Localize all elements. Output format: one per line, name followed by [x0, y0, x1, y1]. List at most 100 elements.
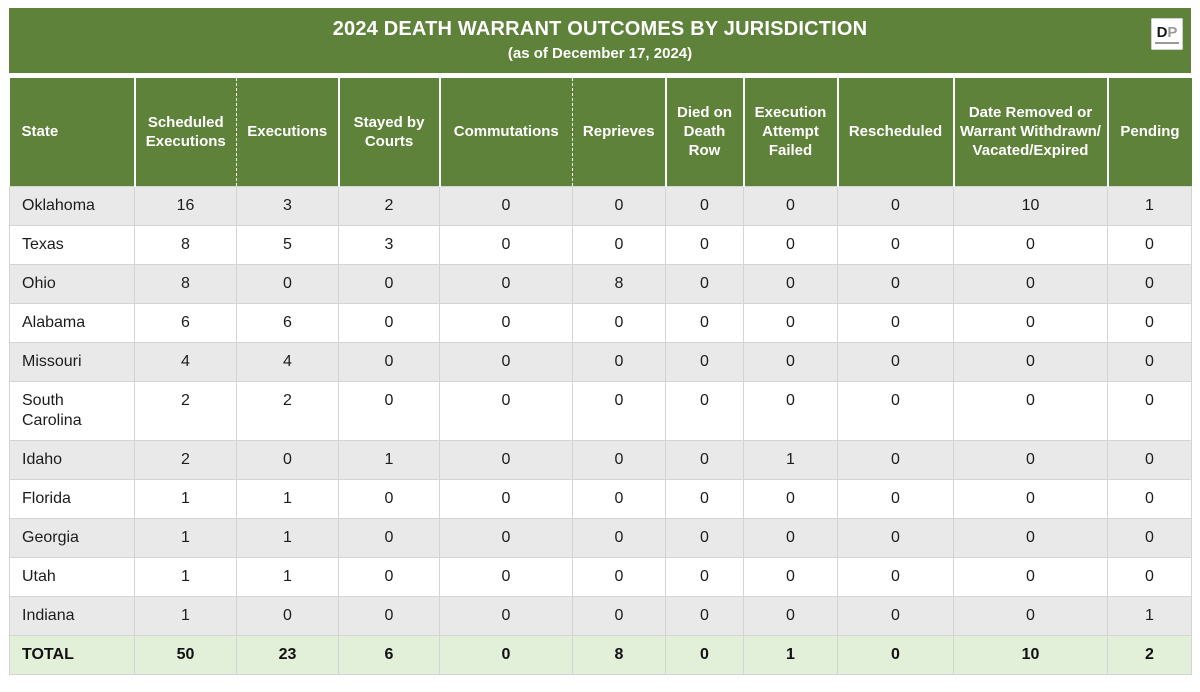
table-cell: 6 — [236, 302, 339, 343]
column-header-date-removed-or-warrant-withdrawn-vacated-expired: Date Removed or Warrant Withdrawn/ Vacat… — [953, 78, 1109, 187]
table-cell: 2 — [134, 380, 237, 441]
table-cell: 0 — [953, 380, 1108, 441]
table-cell: 0 — [439, 478, 573, 519]
table-cell: 0 — [572, 185, 666, 226]
table-cell: 1 — [1107, 595, 1192, 636]
table-cell: 0 — [665, 634, 744, 675]
table-cell: 1 — [338, 439, 440, 480]
row-label: Missouri — [9, 341, 135, 382]
table-cell: 0 — [837, 380, 954, 441]
column-header-pending: Pending — [1107, 78, 1192, 187]
row-label: Ohio — [9, 263, 135, 304]
table-cell: 10 — [953, 634, 1108, 675]
table-cell: 0 — [953, 302, 1108, 343]
table-cell: 1 — [236, 556, 339, 597]
page-subtitle: (as of December 17, 2024) — [507, 45, 693, 62]
logo-letter-d: D — [1156, 23, 1168, 41]
table-cell: 0 — [953, 439, 1108, 480]
table-cell: 50 — [134, 634, 237, 675]
table-cell: 0 — [665, 302, 744, 343]
table-cell: 0 — [572, 380, 666, 441]
table-cell: 0 — [1107, 380, 1192, 441]
table-cell: 0 — [665, 380, 744, 441]
table-cell: 0 — [572, 439, 666, 480]
column-header-rescheduled: Rescheduled — [837, 78, 955, 187]
table-row-idaho: Idaho 2 0 1 0 0 0 1 0 0 0 — [9, 439, 1192, 480]
table-cell: 0 — [743, 302, 838, 343]
table-cell: 0 — [953, 341, 1108, 382]
total-row-label: TOTAL — [9, 634, 135, 675]
row-label: Idaho — [9, 439, 135, 480]
table-cell: 0 — [743, 595, 838, 636]
table-cell: 3 — [236, 185, 339, 226]
table-cell: 2 — [236, 380, 339, 441]
table-cell: 0 — [1107, 439, 1192, 480]
table-cell: 1 — [134, 517, 237, 558]
row-label: Alabama — [9, 302, 135, 343]
table-cell: 0 — [743, 263, 838, 304]
table-cell: 2 — [338, 185, 440, 226]
table-cell: 8 — [572, 263, 666, 304]
table-cell: 0 — [837, 478, 954, 519]
table-row-indiana: Indiana 1 0 0 0 0 0 0 0 0 1 — [9, 595, 1192, 636]
table-cell: 0 — [338, 556, 440, 597]
table-cell: 0 — [743, 185, 838, 226]
table-cell: 0 — [665, 556, 744, 597]
table-cell: 0 — [665, 185, 744, 226]
column-header-state: State — [9, 78, 136, 187]
row-label: Indiana — [9, 595, 135, 636]
table-header-row: State Scheduled Executions Executions Staye… — [9, 78, 1192, 187]
table-cell: 0 — [338, 341, 440, 382]
table-row-missouri: Missouri 4 4 0 0 0 0 0 0 0 0 — [9, 341, 1192, 382]
table-cell: 0 — [338, 263, 440, 304]
table-cell: 0 — [439, 595, 573, 636]
row-label: Utah — [9, 556, 135, 597]
table-cell: 4 — [236, 341, 339, 382]
table-cell: 0 — [439, 224, 573, 265]
column-header-reprieves: Reprieves — [572, 78, 667, 187]
table-cell: 5 — [236, 224, 339, 265]
table-row-utah: Utah 1 1 0 0 0 0 0 0 0 0 — [9, 556, 1192, 597]
table-cell: 2 — [134, 439, 237, 480]
table-cell: 0 — [338, 595, 440, 636]
table-cell: 0 — [837, 634, 954, 675]
table-cell: 0 — [665, 595, 744, 636]
table-cell: 1 — [236, 517, 339, 558]
table-cell: 0 — [338, 478, 440, 519]
table-cell: 0 — [743, 380, 838, 441]
table-cell: 0 — [665, 439, 744, 480]
table-cell: 0 — [439, 185, 573, 226]
table-cell: 0 — [236, 439, 339, 480]
table-cell: 0 — [1107, 263, 1192, 304]
table-header: State Scheduled Executions Executions Staye… — [9, 78, 1192, 187]
table-cell: 0 — [236, 263, 339, 304]
table-cell: 0 — [665, 341, 744, 382]
table-cell: 0 — [837, 595, 954, 636]
table-cell: 0 — [743, 224, 838, 265]
table-cell: 0 — [572, 224, 666, 265]
table-cell: 0 — [837, 517, 954, 558]
table-row-georgia: Georgia 1 1 0 0 0 0 0 0 0 0 — [9, 517, 1192, 558]
table-cell: 0 — [572, 478, 666, 519]
table-cell: 0 — [837, 302, 954, 343]
table-cell: 0 — [236, 595, 339, 636]
table-row-florida: Florida 1 1 0 0 0 0 0 0 0 0 — [9, 478, 1192, 519]
table-cell: 0 — [1107, 302, 1192, 343]
table-cell: 0 — [665, 478, 744, 519]
table-cell: 8 — [572, 634, 666, 675]
outcomes-table: State Scheduled Executions Executions Staye… — [9, 78, 1192, 675]
table-cell: 0 — [1107, 341, 1192, 382]
table-cell: 0 — [439, 517, 573, 558]
table-cell: 0 — [953, 224, 1108, 265]
logo-caption-bar — [1155, 41, 1179, 44]
row-label: South Carolina — [9, 380, 135, 441]
dpic-logo: DP — [1151, 18, 1183, 50]
table-cell: 0 — [837, 341, 954, 382]
table-cell: 0 — [439, 302, 573, 343]
row-label: Florida — [9, 478, 135, 519]
table-cell: 0 — [743, 517, 838, 558]
table-cell: 0 — [743, 556, 838, 597]
table-cell: 0 — [837, 263, 954, 304]
table-cell: 0 — [572, 595, 666, 636]
